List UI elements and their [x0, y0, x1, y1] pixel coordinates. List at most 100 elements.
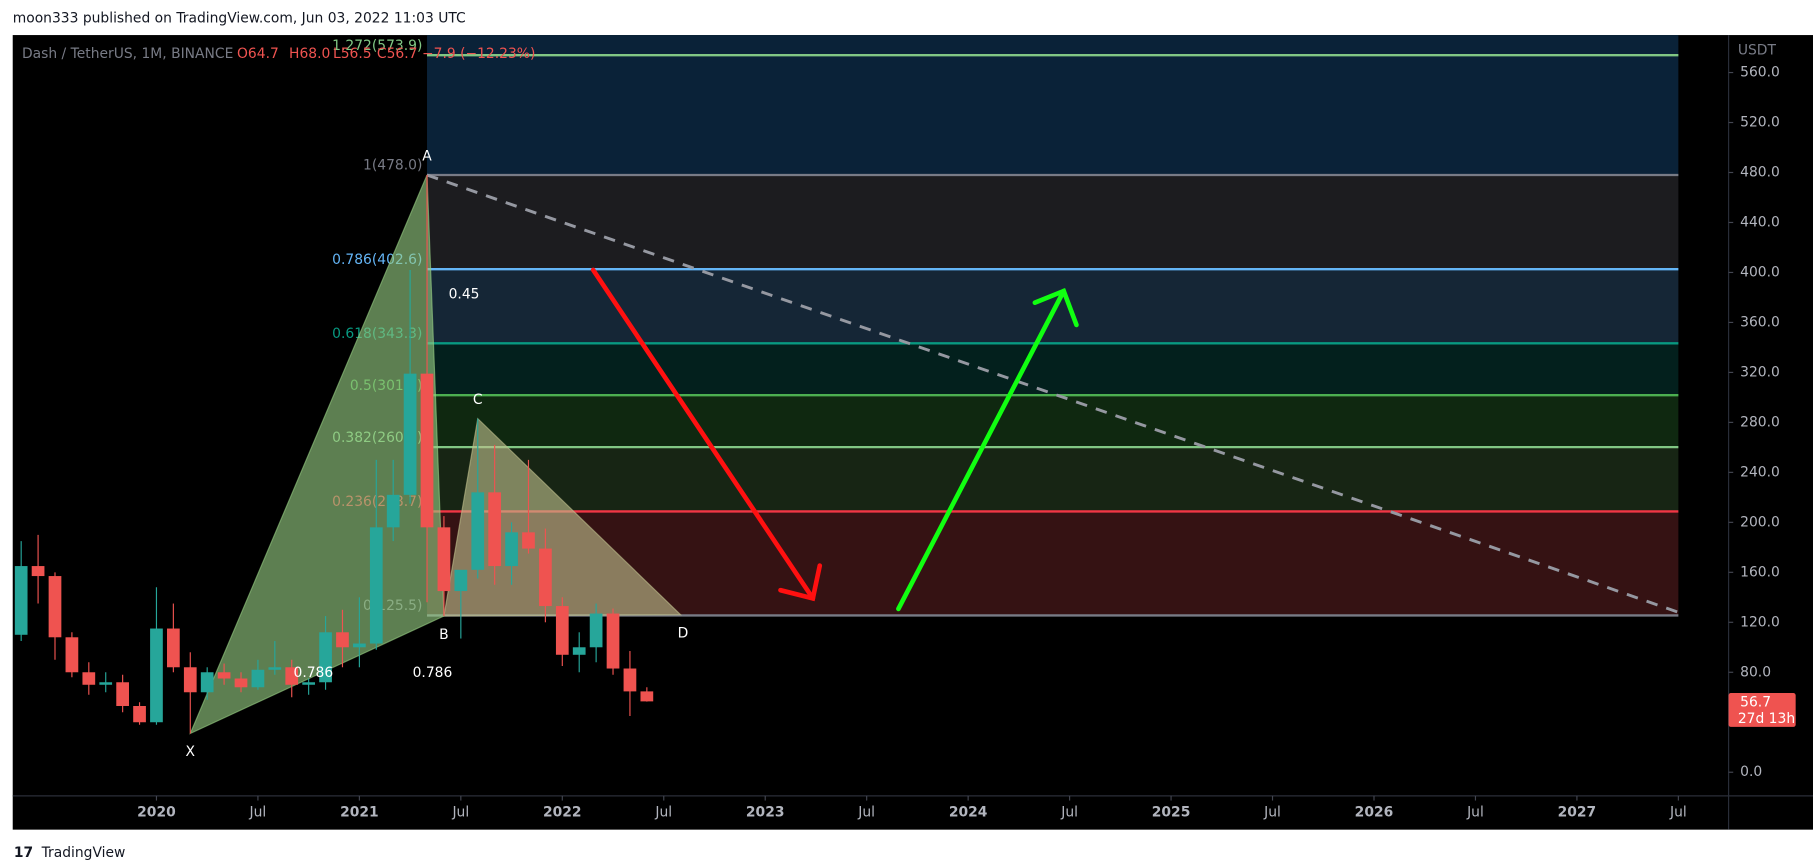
candle-body — [251, 669, 265, 688]
green-arrow — [896, 287, 1079, 612]
publish-info: moon333 published on TradingView.com, Ju… — [13, 11, 466, 27]
y-tick-label: 160.0 — [1740, 564, 1780, 580]
x-tick-label: 2022 — [543, 804, 582, 820]
footer-bg — [0, 829, 1813, 866]
fib-label: 1(478.0) — [363, 158, 422, 174]
currency: USDT — [1738, 42, 1777, 58]
ohlc-low: L56.5 — [333, 46, 372, 62]
candle-body — [539, 548, 552, 607]
x-tick-label: Jul — [1060, 804, 1078, 820]
y-tick-label: 280.0 — [1740, 414, 1780, 430]
last-price-label: 56.7 — [1740, 694, 1771, 710]
x-tick-label: Jul — [1669, 804, 1687, 820]
legend: Dash / TetherUS, 1M, BINANCE O64.7 H68.0… — [22, 46, 535, 62]
candle-body — [183, 667, 197, 693]
y-tick-label: 200.0 — [1740, 514, 1780, 530]
candle-body — [285, 667, 299, 685]
axes: 0.0 80.0 120.0 160.0 200.0 240.0 280.0 320.0 360… — [137, 65, 1780, 821]
x-tick-label: Jul — [654, 804, 672, 820]
candle-body — [505, 532, 518, 567]
x-tick-label: 2020 — [137, 804, 176, 820]
countdown: 27d 13h — [1738, 711, 1795, 727]
x-tick-label: 2025 — [1152, 804, 1191, 820]
candle-body — [302, 682, 316, 685]
plot: 1.272(573.9)1(478.0)0.786(402.6)0.618(34… — [14, 35, 1679, 760]
symbol: Dash / TetherUS, 1M, BINANCE — [22, 46, 233, 62]
candle-body — [133, 706, 146, 723]
candle-body — [336, 632, 349, 648]
candle-body — [589, 613, 603, 648]
arrow-head — [778, 563, 823, 602]
y-tick-label: 480.0 — [1740, 164, 1780, 180]
x-tick-label: Jul — [857, 804, 875, 820]
candle-body — [99, 682, 113, 685]
candle-body — [420, 373, 434, 528]
candle-body — [369, 527, 383, 644]
fib-band — [427, 35, 1679, 56]
candle-body — [200, 672, 214, 693]
red-arrow — [590, 267, 823, 602]
candle-body — [31, 566, 45, 577]
pattern-point-label: D — [678, 625, 689, 641]
candle-body — [623, 668, 637, 692]
fib-band — [427, 395, 1679, 448]
y-tick-label: 120.0 — [1740, 614, 1780, 630]
x-tick-label: Jul — [1263, 804, 1281, 820]
fib-band — [427, 174, 1679, 270]
ohlc-close: C56.7 — [377, 46, 418, 62]
pattern-point-label: A — [422, 148, 432, 164]
last-price: 56.7 27d 13h — [1728, 693, 1796, 727]
candle-body — [150, 628, 163, 723]
pattern-point-label: X — [186, 744, 196, 760]
arrow-shaft — [590, 267, 816, 601]
candle-body — [555, 606, 569, 655]
y-tick-label: 80.0 — [1740, 664, 1771, 680]
candle-body — [234, 678, 248, 688]
candle-body — [217, 672, 231, 679]
candle-body — [65, 637, 79, 673]
y-tick-label: 440.0 — [1740, 214, 1780, 230]
fib-band — [427, 55, 1679, 175]
candle-body — [386, 494, 400, 528]
candle-body — [82, 672, 96, 685]
fib-label: 1.272(573.9) — [332, 38, 422, 54]
arrow-shaft — [896, 288, 1067, 612]
y-tick-label: 360.0 — [1740, 314, 1780, 330]
y-tick-label: 400.0 — [1740, 264, 1780, 280]
trendline — [426, 173, 1679, 614]
y-tick-label: 240.0 — [1740, 464, 1780, 480]
y-tick-label: 0.0 — [1740, 764, 1762, 780]
fib-band — [427, 447, 1679, 512]
y-tick-label: 320.0 — [1740, 364, 1780, 380]
candle-body — [640, 691, 654, 702]
last-price-box — [1728, 693, 1796, 727]
ratio-label: 0.45 — [449, 286, 480, 302]
arrow-head — [1032, 287, 1079, 328]
candle-body — [14, 566, 28, 635]
candle-body — [471, 492, 485, 570]
ohlc-change: −7.9 (−12.23%) — [422, 46, 535, 62]
candle-body — [572, 647, 586, 655]
candle-body — [437, 527, 451, 592]
x-tick-label: Jul — [1466, 804, 1484, 820]
ohlc-high: H68.0 — [289, 46, 330, 62]
pattern-point-label: C — [473, 392, 483, 408]
candle-body — [167, 628, 180, 668]
candle-body — [48, 576, 62, 638]
x-tick-label: Jul — [451, 804, 469, 820]
candle-body — [319, 632, 332, 683]
ratio-label: 0.786 — [413, 665, 453, 681]
logo: 17 — [14, 845, 33, 861]
x-tick-label: 2023 — [746, 804, 785, 820]
x-tick-label: 2027 — [1558, 804, 1597, 820]
y-tick-label: 560.0 — [1740, 65, 1780, 81]
brand: TradingView — [41, 845, 126, 861]
x-tick-label: Jul — [249, 804, 267, 820]
x-tick-label: 2024 — [949, 804, 988, 820]
candle-body — [116, 682, 129, 707]
ratio-label: 0.786 — [293, 665, 333, 681]
ohlc-open: O64.7 — [237, 46, 279, 62]
x-tick-label: 2026 — [1355, 804, 1394, 820]
